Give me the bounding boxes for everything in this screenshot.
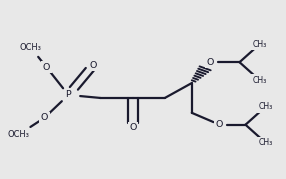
Text: O: O <box>90 61 97 70</box>
Text: O: O <box>43 63 50 72</box>
Text: O: O <box>41 113 48 122</box>
Text: CH₃: CH₃ <box>252 76 267 84</box>
Text: OCH₃: OCH₃ <box>8 130 29 139</box>
Text: CH₃: CH₃ <box>252 40 267 49</box>
Text: P: P <box>65 90 71 100</box>
Text: O: O <box>129 123 137 132</box>
Text: CH₃: CH₃ <box>258 138 273 147</box>
Text: O: O <box>216 120 223 129</box>
Text: O: O <box>207 58 214 67</box>
Text: OCH₃: OCH₃ <box>20 43 41 52</box>
Text: CH₃: CH₃ <box>258 102 273 111</box>
